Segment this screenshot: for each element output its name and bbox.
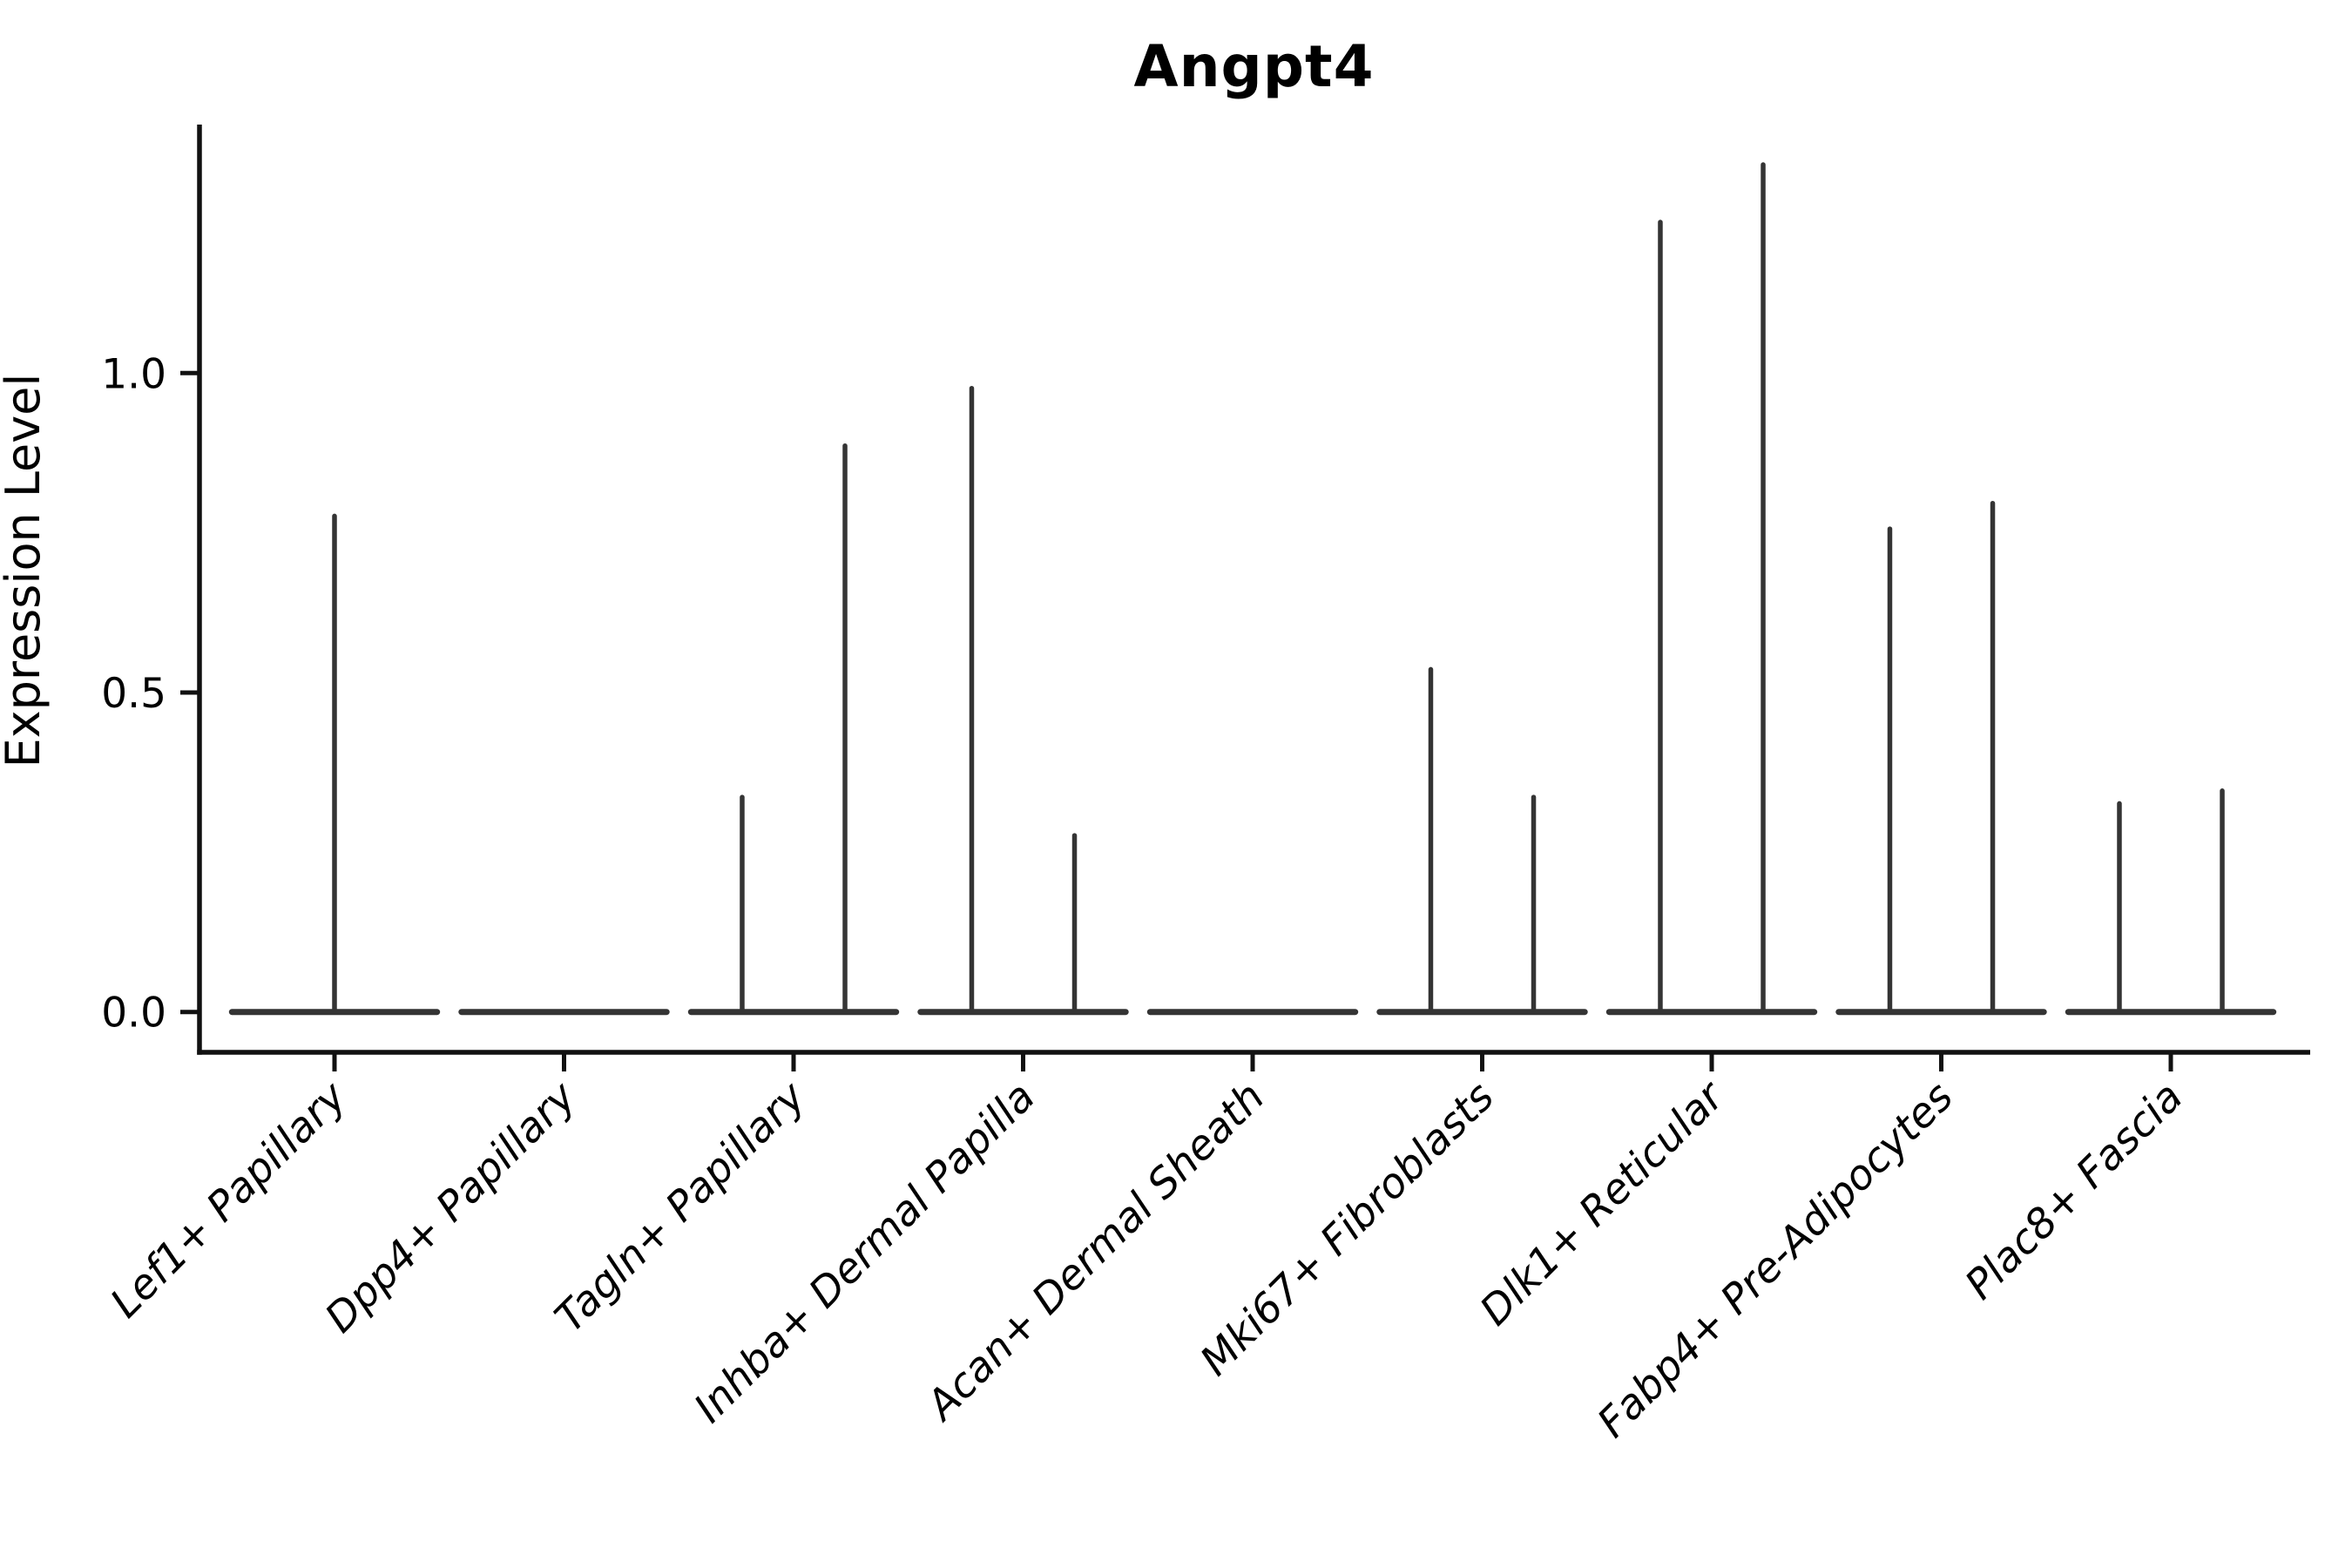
violin-spike bbox=[2117, 801, 2122, 1012]
violin-spike bbox=[2220, 788, 2225, 1012]
violin-baseline bbox=[687, 1009, 900, 1016]
x-tick-label: Tagln+ Papillary bbox=[546, 1072, 816, 1342]
x-tick-label: Lef1+ Papillary bbox=[101, 1072, 356, 1328]
violin-spike bbox=[969, 385, 975, 1012]
violin-spike bbox=[842, 443, 848, 1012]
violin-spike bbox=[1531, 794, 1537, 1012]
chart-title: Angpt4 bbox=[1133, 33, 1375, 100]
y-tick-label: 0.5 bbox=[101, 670, 166, 718]
x-tick-label: Dlk1+ Reticular bbox=[1471, 1071, 1735, 1335]
y-tick-label: 1.0 bbox=[101, 350, 166, 398]
violin-baseline bbox=[1605, 1009, 1818, 1016]
x-tick-label: Dpp4+ Papillary bbox=[316, 1072, 586, 1342]
violin-spike bbox=[1428, 666, 1434, 1012]
violin-spike bbox=[1887, 526, 1893, 1012]
violin-baseline bbox=[458, 1009, 670, 1016]
violin-spike bbox=[1990, 500, 1996, 1012]
violin-baseline bbox=[1146, 1009, 1359, 1016]
violin-spike bbox=[1761, 162, 1766, 1012]
violin-baseline bbox=[917, 1009, 1129, 1016]
violin-baseline bbox=[1376, 1009, 1588, 1016]
violin-spike bbox=[740, 794, 745, 1012]
y-tick-label: 0.0 bbox=[101, 990, 166, 1037]
violin-spike bbox=[1658, 220, 1663, 1012]
violin-spike bbox=[332, 513, 337, 1012]
violin-baseline bbox=[1835, 1009, 2047, 1016]
violin-spike bbox=[1071, 833, 1078, 1012]
violin-baseline bbox=[2065, 1009, 2277, 1016]
x-tick-label: Plac8+ Fascia bbox=[1956, 1073, 2192, 1309]
